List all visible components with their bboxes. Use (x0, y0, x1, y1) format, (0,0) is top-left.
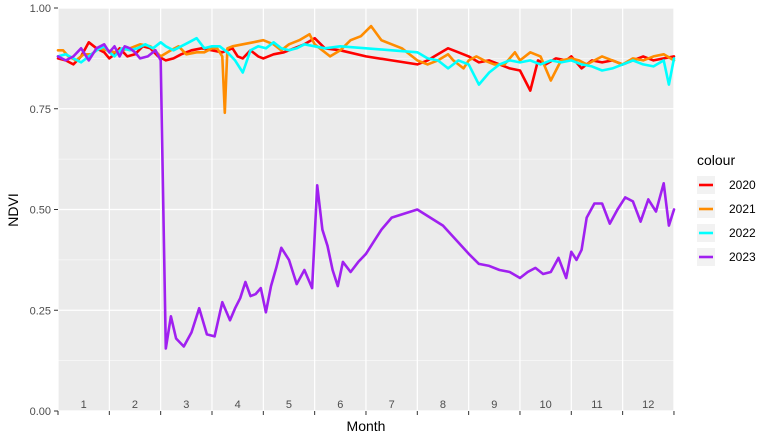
legend: colour 2020 2021 2022 2023 (697, 152, 756, 266)
legend-label-2021: 2021 (729, 202, 756, 216)
y-axis: 0.00 0.25 0.50 0.75 1.00 (30, 3, 58, 418)
y-tick-label: 0.75 (30, 104, 51, 116)
y-tick-label: 0.50 (30, 205, 51, 217)
x-tick-label: 3 (183, 399, 189, 411)
x-tick-label: 5 (286, 399, 292, 411)
x-tick-label: 6 (337, 399, 343, 411)
x-tick-label: 7 (389, 399, 395, 411)
series-line-2022 (56, 36, 676, 86)
y-tick-label: 0.25 (30, 305, 51, 317)
legend-label-2020: 2020 (729, 178, 756, 192)
y-tick-label: 0.00 (30, 406, 51, 418)
series-line-2023 (56, 42, 676, 350)
legend-label-2022: 2022 (729, 226, 756, 240)
x-tick-label: 2 (132, 399, 138, 411)
series-lines (56, 24, 676, 350)
y-axis-title: NDVI (5, 193, 21, 226)
x-axis: 1 2 3 4 5 6 7 8 9 10 11 12 (57, 399, 675, 415)
x-tick-label: 1 (81, 399, 87, 411)
y-tick-label: 1.00 (30, 3, 51, 15)
legend-label-2023: 2023 (729, 250, 756, 264)
x-tick-label: 4 (235, 399, 241, 411)
x-tick-label: 9 (491, 399, 497, 411)
x-tick-label: 12 (642, 399, 654, 411)
x-axis-title: Month (347, 418, 386, 434)
x-tick-label: 8 (440, 399, 446, 411)
x-tick-label: 10 (540, 399, 552, 411)
legend-title: colour (697, 152, 735, 168)
x-tick-label: 11 (591, 399, 602, 411)
